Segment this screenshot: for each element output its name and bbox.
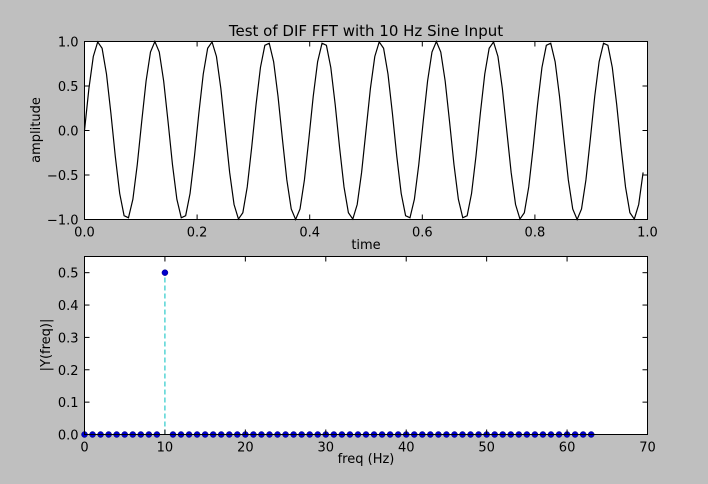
y-tick-label: 0.5 — [58, 80, 79, 95]
time-domain-plot: Test of DIF FFT with 10 Hz Sine Input 0.… — [29, 22, 658, 253]
x-tick-label: 0 — [80, 441, 88, 456]
sine-series-line — [83, 39, 644, 222]
y-tick-label: 0.4 — [58, 299, 79, 314]
time-series-group — [83, 39, 644, 222]
x-tick-label: 10 — [157, 441, 174, 456]
plot-area-freq — [84, 256, 648, 435]
x-axis-label-freq: freq (Hz) — [338, 452, 395, 467]
y-tick-label: 0.3 — [58, 331, 79, 346]
plot-frame-freq — [84, 256, 648, 435]
x-tick-label: 50 — [478, 441, 495, 456]
x-tick-label: 70 — [639, 441, 656, 456]
x-tick-label: 60 — [559, 441, 576, 456]
freq-ticks-group: 0 10 20 30 40 50 60 70 0.0 0.1 0.2 0.3 0.4 0.5 — [58, 256, 656, 456]
x-tick-label: 1.0 — [637, 226, 658, 241]
y-axis-label-magnitude: |Y(freq)| — [39, 319, 54, 372]
y-tick-label: 1.0 — [58, 36, 79, 51]
chart-title: Test of DIF FFT with 10 Hz Sine Input — [228, 22, 503, 40]
frequency-domain-plot: 0 10 20 30 40 50 60 70 0.0 0.1 0.2 0.3 0.4 0.5 freq (… — [39, 256, 656, 467]
plot-frame-time — [84, 41, 648, 220]
y-tick-label: 0.0 — [58, 125, 79, 140]
y-tick-label: 0.5 — [58, 267, 79, 282]
x-tick-label: 0.4 — [299, 226, 320, 241]
x-tick-label: 20 — [237, 441, 254, 456]
x-axis-label-time: time — [351, 238, 380, 253]
y-tick-label: 0.0 — [58, 429, 79, 444]
x-tick-label: 0.8 — [525, 226, 546, 241]
y-tick-label: 0.1 — [58, 396, 79, 411]
y-axis-label-amplitude: amplitude — [29, 97, 44, 163]
x-tick-label: 30 — [318, 441, 335, 456]
x-tick-label: 0.6 — [412, 226, 433, 241]
y-tick-label: 0.2 — [58, 364, 79, 379]
x-tick-label: 40 — [398, 441, 415, 456]
y-tick-label: −0.5 — [47, 169, 79, 184]
stem-marker — [161, 269, 169, 276]
y-tick-label: −1.0 — [47, 214, 79, 229]
x-tick-label: 0.2 — [187, 226, 208, 241]
x-tick-label: 0.0 — [74, 226, 95, 241]
